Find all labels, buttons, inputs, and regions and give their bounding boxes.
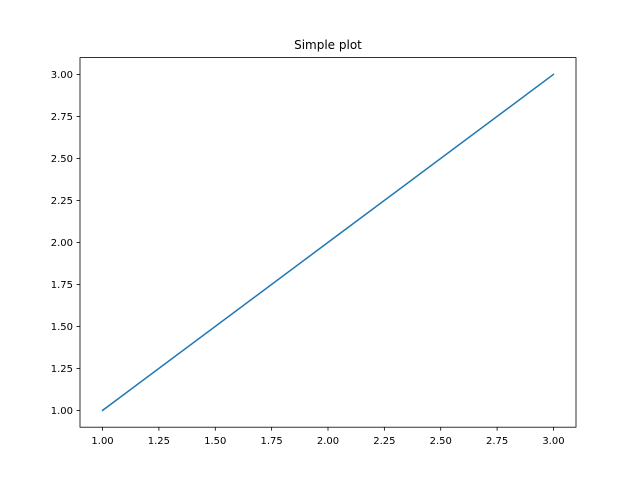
y-tick-label: 2.25: [51, 196, 73, 207]
y-tick-label: 2.75: [51, 112, 73, 123]
x-tick-label: 1.50: [204, 436, 226, 447]
y-axis: 1.00 1.25 1.50 1.75 2.00 2.25 2.50 2.75 3.00: [51, 70, 80, 417]
axes-frame: [79, 57, 577, 428]
chart-title: Simple plot: [294, 38, 362, 52]
y-tick-label: 3.00: [51, 70, 73, 81]
series-layer: [101, 73, 555, 412]
y-tick-label: 1.00: [51, 406, 73, 417]
y-tick-label: 1.50: [51, 322, 73, 333]
x-tick-label: 1.00: [91, 436, 113, 447]
series-line: [101, 73, 555, 412]
x-tick-label: 2.50: [430, 436, 452, 447]
x-tick-label: 1.75: [261, 436, 283, 447]
y-tick-label: 1.25: [51, 364, 73, 375]
x-tick-label: 2.25: [373, 436, 395, 447]
x-tick-label: 2.00: [317, 436, 339, 447]
y-tick-label: 1.75: [51, 280, 73, 291]
x-axis: 1.00 1.25 1.50 1.75 2.00 2.25 2.50 2.75 3.00: [91, 427, 565, 447]
x-tick-label: 3.00: [542, 436, 564, 447]
y-tick-label: 2.00: [51, 238, 73, 249]
x-tick-label: 1.25: [148, 436, 170, 447]
x-tick-label: 2.75: [486, 436, 508, 447]
y-tick-label: 2.50: [51, 154, 73, 165]
